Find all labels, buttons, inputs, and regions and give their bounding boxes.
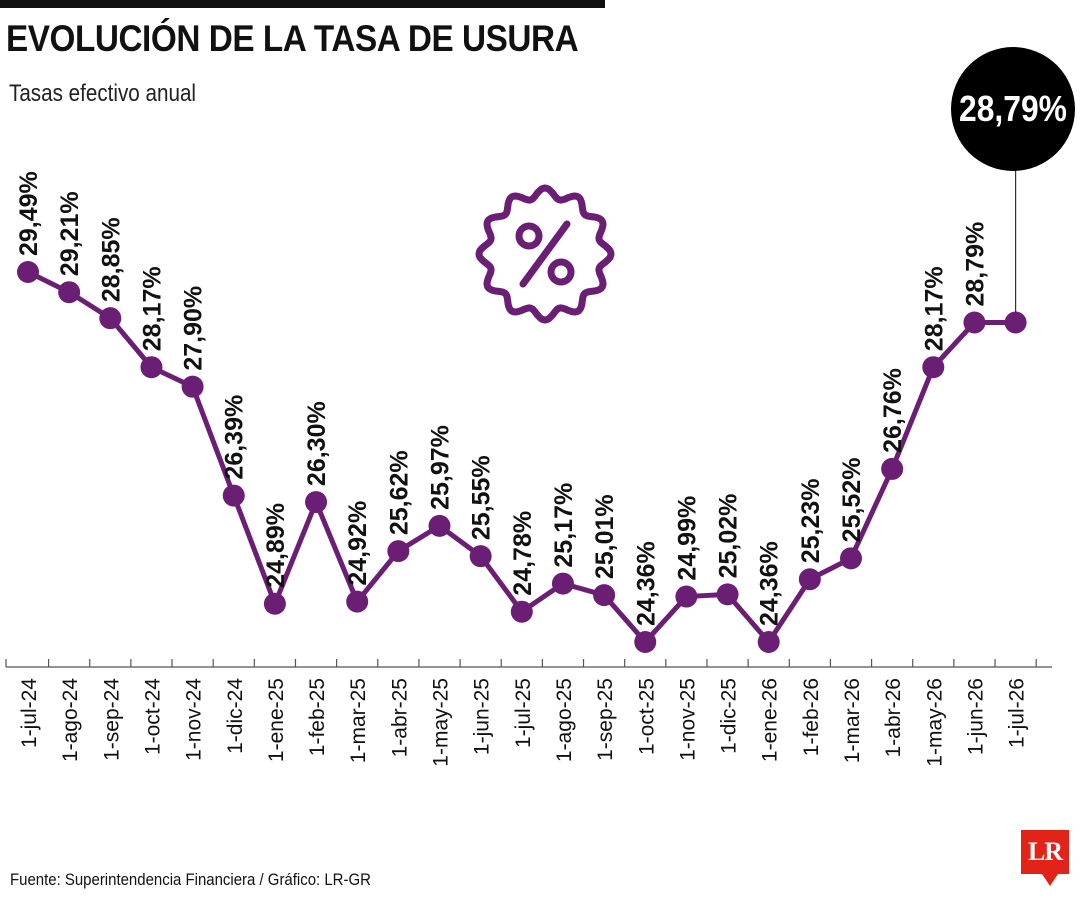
lr-logo: LR: [1021, 830, 1069, 874]
lr-logo-tail: [1042, 874, 1058, 886]
data-label: 29,21%: [56, 191, 84, 276]
data-label: 24,99%: [673, 496, 701, 581]
data-label: 26,39%: [221, 395, 249, 480]
x-tick-label: 1-ene-26: [759, 678, 782, 762]
data-label: 25,55%: [468, 455, 496, 540]
data-point: [181, 375, 204, 398]
data-point: [346, 590, 369, 613]
data-point: [593, 584, 616, 607]
data-point: [1004, 311, 1027, 334]
data-point: [675, 585, 698, 608]
x-tick-label: 1-oct-25: [635, 678, 658, 755]
data-points: [17, 261, 1027, 653]
data-label: 25,02%: [715, 494, 743, 579]
data-point: [840, 547, 862, 570]
data-label: 26,30%: [303, 401, 331, 486]
x-tick-label: 1-ene-25: [265, 678, 288, 762]
data-labels: 29,49% 29,21% 28,85% 28,17% 27,90% 26,39% 24,8…: [15, 171, 989, 626]
x-tick-label: 1-nov-24: [183, 678, 206, 761]
x-axis-ticks: [5, 659, 1037, 667]
data-point: [387, 540, 410, 563]
data-point: [922, 356, 945, 379]
x-tick-label: 1-sep-24: [100, 678, 123, 761]
x-tick-label: 1-abr-25: [388, 678, 411, 757]
data-label: 25,17%: [550, 483, 578, 568]
data-label: 24,36%: [632, 541, 660, 626]
data-point: [716, 583, 739, 606]
x-tick-label: 1-mar-25: [347, 678, 370, 763]
x-tick-label: 1-jul-25: [512, 678, 535, 748]
data-point: [99, 307, 122, 330]
x-tick-label: 1-mar-26: [841, 678, 864, 763]
x-tick-label: 1-jun-25: [471, 678, 494, 755]
x-tick-label: 1-nov-25: [676, 678, 699, 761]
data-label: 25,01%: [591, 494, 619, 579]
data-point: [551, 572, 574, 595]
data-label: 28,17%: [920, 266, 948, 351]
data-point: [634, 631, 657, 653]
data-point: [263, 592, 286, 615]
x-tick-label: 1-sep-25: [594, 678, 617, 761]
data-point: [757, 631, 780, 653]
data-point: [469, 545, 492, 568]
chart-subtitle: Tasas efectivo anual: [9, 80, 197, 107]
data-label: 28,17%: [138, 266, 166, 351]
x-tick-label: 1-feb-26: [800, 678, 823, 756]
data-label: 25,23%: [797, 478, 825, 563]
data-point: [510, 600, 533, 623]
data-point: [798, 568, 821, 591]
x-tick-label: 1-jul-24: [18, 678, 41, 748]
data-point: [58, 281, 81, 304]
data-label: 25,62%: [385, 450, 413, 535]
data-label: 24,89%: [262, 503, 290, 588]
data-label: 27,90%: [180, 286, 208, 371]
data-label: 29,49%: [15, 171, 43, 256]
x-tick-label: 1-ago-25: [553, 678, 576, 762]
data-label: 24,92%: [344, 501, 372, 586]
x-tick-label: 1-ago-24: [59, 678, 82, 762]
x-tick-label: 1-jul-26: [1006, 678, 1029, 748]
percent-badge-icon: [475, 184, 615, 324]
source-note: Fuente: Superintendencia Financiera / Gr…: [10, 870, 371, 889]
data-point: [963, 311, 986, 334]
x-tick-label: 1-dic-24: [224, 678, 247, 754]
callout-circle: [951, 47, 1075, 171]
data-point: [881, 457, 904, 480]
highlight-callout: 28,79%: [951, 47, 1075, 313]
x-tick-label: 1-dic-25: [718, 678, 741, 754]
x-tick-label: 1-oct-24: [141, 678, 164, 755]
data-label: 25,52%: [838, 458, 866, 543]
data-point: [140, 356, 163, 379]
x-tick-label: 1-may-25: [430, 678, 453, 767]
data-point: [428, 514, 451, 537]
data-label: 26,76%: [879, 368, 907, 453]
callout-value: 28,79%: [959, 88, 1067, 129]
data-label: 24,78%: [509, 511, 537, 596]
chart-title: EVOLUCIÓN DE LA TASA DE USURA: [6, 18, 579, 59]
x-axis-labels: 1-jul-24 1-ago-24 1-sep-24 1-oct-24 1-nov-24…: [18, 678, 1029, 767]
data-point: [17, 261, 39, 283]
data-point: [305, 491, 328, 514]
data-label: 25,97%: [427, 425, 455, 510]
x-tick-label: 1-abr-26: [882, 678, 905, 757]
x-tick-label: 1-jun-26: [964, 678, 987, 755]
data-label: 28,79%: [961, 222, 989, 307]
data-point: [222, 484, 245, 507]
data-label: 24,36%: [756, 541, 784, 626]
data-label: 28,85%: [97, 217, 125, 302]
top-bar: [0, 0, 605, 8]
x-tick-label: 1-feb-25: [306, 678, 329, 756]
x-tick-label: 1-may-26: [923, 678, 946, 767]
